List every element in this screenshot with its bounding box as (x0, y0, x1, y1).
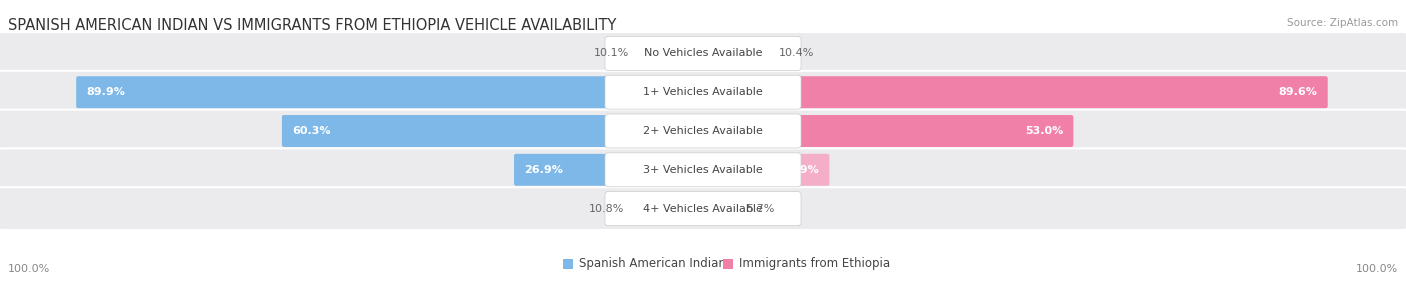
FancyBboxPatch shape (631, 37, 704, 69)
Text: 17.9%: 17.9% (780, 165, 820, 175)
FancyBboxPatch shape (605, 153, 801, 187)
FancyBboxPatch shape (0, 110, 1406, 152)
FancyBboxPatch shape (283, 115, 704, 147)
Text: Source: ZipAtlas.com: Source: ZipAtlas.com (1286, 18, 1398, 28)
FancyBboxPatch shape (702, 193, 745, 225)
FancyBboxPatch shape (562, 259, 574, 269)
Text: SPANISH AMERICAN INDIAN VS IMMIGRANTS FROM ETHIOPIA VEHICLE AVAILABILITY: SPANISH AMERICAN INDIAN VS IMMIGRANTS FR… (8, 18, 616, 33)
FancyBboxPatch shape (0, 187, 1406, 230)
FancyBboxPatch shape (702, 115, 1073, 147)
FancyBboxPatch shape (702, 37, 778, 69)
Text: 1+ Vehicles Available: 1+ Vehicles Available (643, 87, 763, 97)
FancyBboxPatch shape (605, 192, 801, 226)
Text: 10.8%: 10.8% (589, 204, 624, 214)
Text: Immigrants from Ethiopia: Immigrants from Ethiopia (740, 257, 890, 271)
FancyBboxPatch shape (0, 71, 1406, 114)
FancyBboxPatch shape (723, 259, 733, 269)
FancyBboxPatch shape (605, 114, 801, 148)
Text: Spanish American Indian: Spanish American Indian (579, 257, 725, 271)
Text: 3+ Vehicles Available: 3+ Vehicles Available (643, 165, 763, 175)
FancyBboxPatch shape (702, 76, 1327, 108)
FancyBboxPatch shape (515, 154, 704, 186)
Text: 89.6%: 89.6% (1279, 87, 1317, 97)
Text: 100.0%: 100.0% (1355, 264, 1398, 274)
Text: 26.9%: 26.9% (524, 165, 562, 175)
Text: 2+ Vehicles Available: 2+ Vehicles Available (643, 126, 763, 136)
Text: 60.3%: 60.3% (292, 126, 330, 136)
FancyBboxPatch shape (702, 154, 830, 186)
FancyBboxPatch shape (0, 148, 1406, 191)
FancyBboxPatch shape (76, 76, 704, 108)
Text: 10.1%: 10.1% (593, 48, 628, 58)
Text: 4+ Vehicles Available: 4+ Vehicles Available (643, 204, 763, 214)
FancyBboxPatch shape (605, 75, 801, 109)
Text: No Vehicles Available: No Vehicles Available (644, 48, 762, 58)
Text: 89.9%: 89.9% (86, 87, 125, 97)
Text: 53.0%: 53.0% (1025, 126, 1063, 136)
FancyBboxPatch shape (605, 36, 801, 70)
Text: 100.0%: 100.0% (8, 264, 51, 274)
FancyBboxPatch shape (626, 193, 704, 225)
FancyBboxPatch shape (0, 32, 1406, 75)
Text: 10.4%: 10.4% (779, 48, 814, 58)
Text: 5.7%: 5.7% (747, 204, 775, 214)
